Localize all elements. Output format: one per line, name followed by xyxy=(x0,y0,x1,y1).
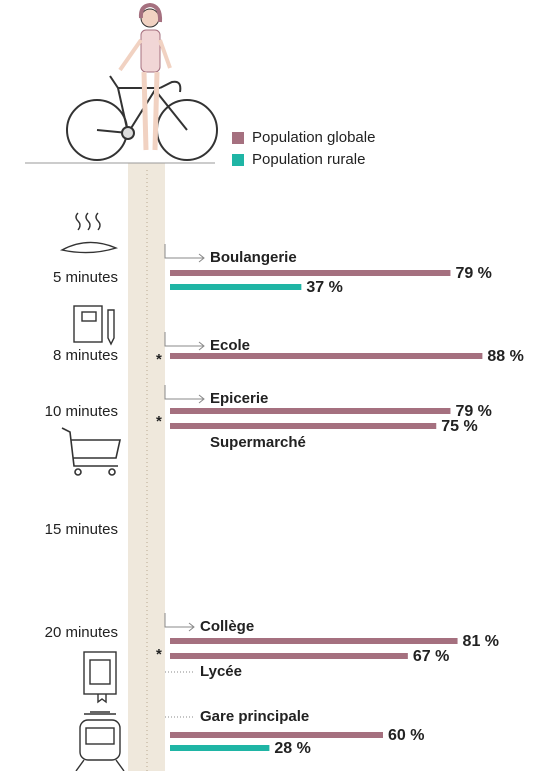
category-label: Lycée xyxy=(200,663,242,680)
category-label: Epicerie xyxy=(210,390,268,407)
category-label: Supermarché xyxy=(210,434,306,451)
cart-icon xyxy=(62,428,120,475)
bread-icon xyxy=(62,213,116,253)
notebook-icon xyxy=(74,306,114,344)
legend-label: Population rurale xyxy=(252,151,365,168)
bar xyxy=(170,745,269,751)
value-label: 67 % xyxy=(413,648,449,665)
category-label: Ecole xyxy=(210,337,250,354)
bar xyxy=(170,353,482,359)
bar xyxy=(170,408,450,414)
infographic: Population globale Population rurale Boula… xyxy=(0,0,548,771)
value-label: 60 % xyxy=(388,727,424,744)
value-label: 28 % xyxy=(274,740,310,757)
value-label: 79 % xyxy=(455,265,491,282)
time-label: 8 minutes xyxy=(53,347,118,364)
bar xyxy=(170,284,301,290)
category-label: Collège xyxy=(200,618,254,635)
legend-swatch xyxy=(232,132,244,144)
time-label: 20 minutes xyxy=(45,624,118,641)
connector-arrow xyxy=(165,613,194,631)
value-label: 81 % xyxy=(463,633,499,650)
note-marker: * xyxy=(156,646,162,663)
book-icon xyxy=(84,652,116,702)
time-label: 15 minutes xyxy=(45,521,118,538)
bar xyxy=(170,653,408,659)
connector-arrow xyxy=(165,385,204,403)
bar xyxy=(170,732,383,738)
time-label: 5 minutes xyxy=(53,269,118,286)
category-label: Gare principale xyxy=(200,708,309,725)
value-label: 88 % xyxy=(487,348,523,365)
connector-arrow xyxy=(165,244,204,262)
legend-label: Population globale xyxy=(252,129,375,146)
legend-swatch xyxy=(232,154,244,166)
bar xyxy=(170,638,458,644)
cyclist-icon xyxy=(67,5,217,160)
value-label: 37 % xyxy=(306,279,342,296)
time-label: 10 minutes xyxy=(45,403,118,420)
connector-arrow xyxy=(165,332,204,350)
bar xyxy=(170,423,436,429)
category-label: Boulangerie xyxy=(210,249,297,266)
bar xyxy=(170,270,450,276)
value-label: 75 % xyxy=(441,418,477,435)
train-icon xyxy=(76,712,124,771)
note-marker: * xyxy=(156,413,162,430)
note-marker: * xyxy=(156,351,162,368)
